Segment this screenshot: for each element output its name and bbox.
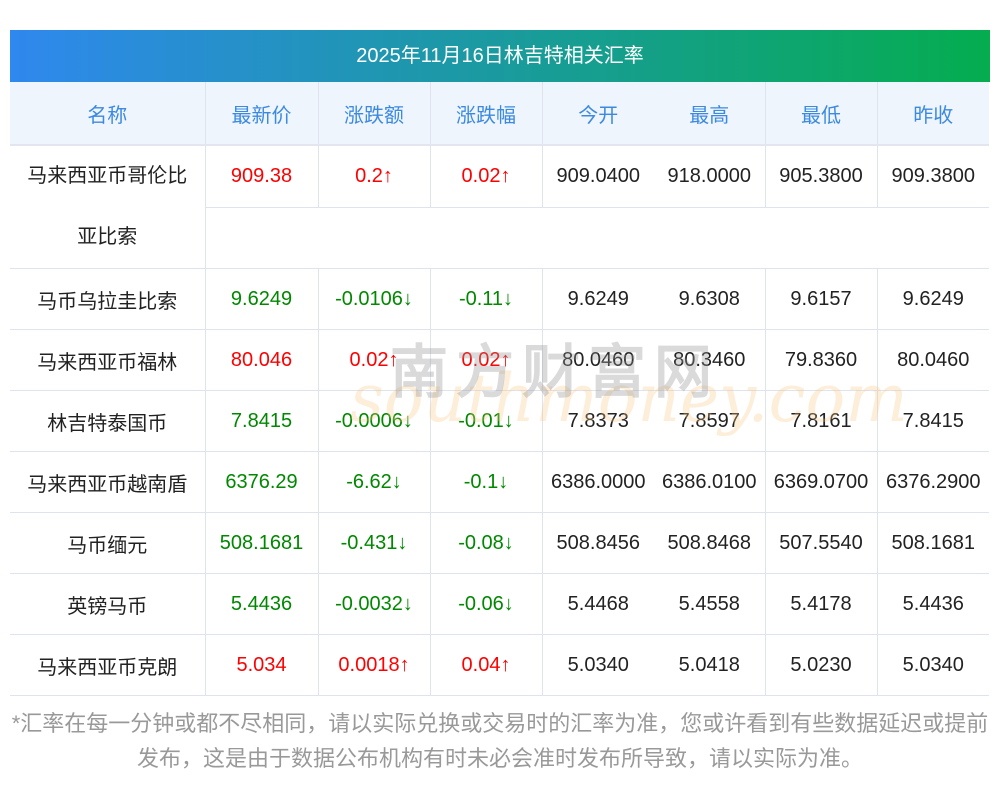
open-cell: 5.0340 <box>542 634 654 696</box>
exchange-rate-table: 名称 最新价 涨跌额 涨跌幅 今开 最高 最低 昨收 马来西亚币哥伦比亚比索 90… <box>10 82 989 696</box>
high-cell: 7.8597 <box>654 390 766 452</box>
name-cell: 马来西亚币克朗 <box>10 634 206 696</box>
prev-close-cell: 909.3800 <box>877 145 989 208</box>
low-cell: 5.0230 <box>765 634 878 696</box>
prev-close-cell: 5.0340 <box>877 634 989 696</box>
header-change-pct: 涨跌幅 <box>430 82 543 146</box>
latest-cell: 9.6249 <box>205 268 319 330</box>
latest-cell: 6376.29 <box>205 451 319 513</box>
header-name: 名称 <box>10 82 206 146</box>
name-cell: 马币乌拉圭比索 <box>10 268 206 330</box>
name-cell: 林吉特泰国币 <box>10 390 206 452</box>
table-row: 林吉特泰国币 7.8415 -0.0006↓ -0.01↓ 7.8373 7.8597 7.… <box>10 390 989 452</box>
table-row: 马币缅元 508.1681 -0.431↓ -0.08↓ 508.8456 508.846… <box>10 512 989 574</box>
change-cell: -0.431↓ <box>318 512 431 574</box>
header-high: 最高 <box>654 82 766 146</box>
name-cell: 马币缅元 <box>10 512 206 574</box>
low-cell: 507.5540 <box>765 512 878 574</box>
prev-close-cell: 6376.2900 <box>877 451 989 513</box>
change-cell: -0.0006↓ <box>318 390 431 452</box>
latest-cell: 508.1681 <box>205 512 319 574</box>
change-cell: 0.0018↑ <box>318 634 431 696</box>
low-cell: 9.6157 <box>765 268 878 330</box>
high-cell: 6386.0100 <box>654 451 766 513</box>
table-row: 马来西亚币克朗 5.034 0.0018↑ 0.04↑ 5.0340 5.0418 5.02… <box>10 634 989 696</box>
high-cell: 80.3460 <box>654 329 766 391</box>
open-cell: 508.8456 <box>542 512 654 574</box>
latest-cell: 80.046 <box>205 329 319 391</box>
change-pct-cell: 0.02↑ <box>430 329 543 391</box>
low-cell: 6369.0700 <box>765 451 878 513</box>
table-row: 马来西亚币越南盾 6376.29 -6.62↓ -0.1↓ 6386.0000 6386.… <box>10 451 989 513</box>
table-row: 英镑马币 5.4436 -0.0032↓ -0.06↓ 5.4468 5.4558 5.41… <box>10 573 989 635</box>
change-pct-cell: -0.08↓ <box>430 512 543 574</box>
high-cell: 918.0000 <box>654 145 766 208</box>
empty-cell <box>205 207 989 269</box>
high-cell: 9.6308 <box>654 268 766 330</box>
open-cell: 80.0460 <box>542 329 654 391</box>
low-cell: 905.3800 <box>765 145 878 208</box>
latest-cell: 7.8415 <box>205 390 319 452</box>
latest-cell: 5.034 <box>205 634 319 696</box>
name-cell: 马来西亚币福林 <box>10 329 206 391</box>
name-cell: 英镑马币 <box>10 573 206 635</box>
open-cell: 7.8373 <box>542 390 654 452</box>
header-change: 涨跌额 <box>318 82 431 146</box>
open-cell: 5.4468 <box>542 573 654 635</box>
low-cell: 79.8360 <box>765 329 878 391</box>
change-cell: -0.0106↓ <box>318 268 431 330</box>
prev-close-cell: 7.8415 <box>877 390 989 452</box>
table-title: 2025年11月16日林吉特相关汇率 <box>10 30 990 82</box>
open-cell: 909.0400 <box>542 145 654 208</box>
header-low: 最低 <box>765 82 878 146</box>
change-cell: 0.02↑ <box>318 329 431 391</box>
open-cell: 9.6249 <box>542 268 654 330</box>
change-pct-cell: 0.04↑ <box>430 634 543 696</box>
table-row: 马来西亚币哥伦比亚比索 909.38 0.2↑ 0.02↑ 909.0400 918.00… <box>10 145 989 269</box>
change-cell: 0.2↑ <box>318 145 431 208</box>
disclaimer-note: *汇率在每一分钟或都不尽相同，请以实际兑换或交易时的汇率为准，您或许看到有些数据… <box>11 711 989 771</box>
low-cell: 5.4178 <box>765 573 878 635</box>
high-cell: 5.4558 <box>654 573 766 635</box>
change-pct-cell: 0.02↑ <box>430 145 543 208</box>
name-cell: 马来西亚币越南盾 <box>10 451 206 513</box>
prev-close-cell: 508.1681 <box>877 512 989 574</box>
latest-cell: 909.38 <box>205 145 319 208</box>
table-row-continuation <box>10 207 989 269</box>
change-cell: -0.0032↓ <box>318 573 431 635</box>
table-row: 马来西亚币福林 80.046 0.02↑ 0.02↑ 80.0460 80.3460 79.… <box>10 329 989 391</box>
table-header-row: 名称 最新价 涨跌额 涨跌幅 今开 最高 最低 昨收 <box>10 82 989 146</box>
header-prev-close: 昨收 <box>877 82 989 146</box>
change-pct-cell: -0.1↓ <box>430 451 543 513</box>
prev-close-cell: 5.4436 <box>877 573 989 635</box>
name-cell: 马来西亚币哥伦比亚比索 <box>10 145 206 269</box>
latest-cell: 5.4436 <box>205 573 319 635</box>
header-open: 今开 <box>542 82 654 146</box>
change-pct-cell: -0.06↓ <box>430 573 543 635</box>
table-row: 马币乌拉圭比索 9.6249 -0.0106↓ -0.11↓ 9.6249 9.6308 9… <box>10 268 989 330</box>
change-cell: -6.62↓ <box>318 451 431 513</box>
header-latest: 最新价 <box>205 82 319 146</box>
low-cell: 7.8161 <box>765 390 878 452</box>
high-cell: 508.8468 <box>654 512 766 574</box>
high-cell: 5.0418 <box>654 634 766 696</box>
prev-close-cell: 9.6249 <box>877 268 989 330</box>
prev-close-cell: 80.0460 <box>877 329 989 391</box>
change-pct-cell: -0.01↓ <box>430 390 543 452</box>
open-cell: 6386.0000 <box>542 451 654 513</box>
change-pct-cell: -0.11↓ <box>430 268 543 330</box>
